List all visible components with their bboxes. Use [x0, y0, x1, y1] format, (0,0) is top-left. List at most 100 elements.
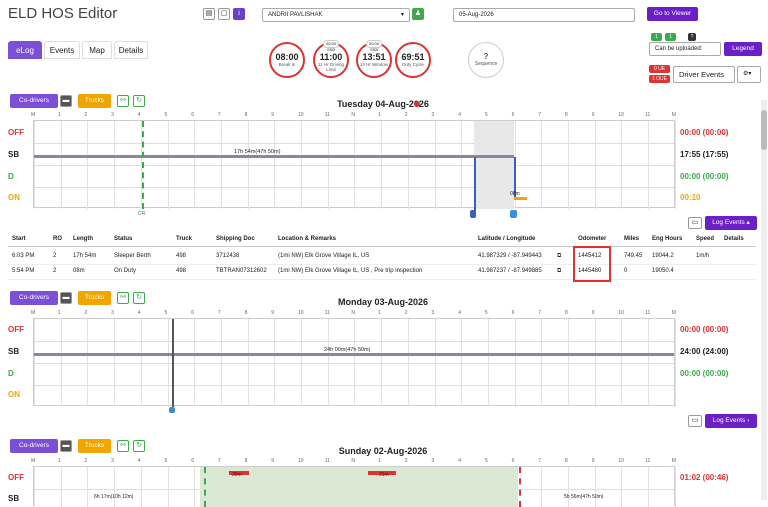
on-duration: 08m [510, 191, 520, 197]
total-d: 00:00 (00:00) [680, 172, 729, 181]
hour-label: 1 [57, 458, 61, 464]
scrollbar-track[interactable] [761, 100, 767, 500]
table-cell: 498 [176, 268, 187, 274]
hour-label: 4 [458, 112, 461, 118]
grid-row-line [34, 363, 674, 364]
go-to-viewer-button[interactable]: Go to Viewer [647, 7, 698, 21]
table-header: Eng Hours [652, 236, 683, 242]
scrollbar-thumb[interactable] [761, 110, 767, 150]
tab-elog[interactable]: eLog [8, 41, 42, 59]
codrivers-button[interactable]: Co-drivers [10, 94, 58, 108]
grid-tick [354, 121, 356, 209]
table-header: RO [53, 236, 62, 242]
hour-label: 8 [565, 458, 568, 464]
total-d: 00:00 (00:00) [680, 369, 729, 378]
window-gauge: 00:00 SSB 13:51 14 Hr Window [356, 40, 392, 78]
hour-label: N [351, 112, 356, 118]
driver-name: ANDRII PAVLISHAK [268, 12, 323, 18]
truck-icon[interactable]: ▬ [60, 440, 72, 452]
log-graph-3[interactable]: 30m 31m 6h 17m(10h 12m) 5h 56m(47h 50m) [33, 466, 676, 507]
hour-label: 10 [618, 310, 624, 316]
tab-details[interactable]: Details [114, 41, 148, 59]
hour-label: 3 [111, 310, 114, 316]
truck-icon[interactable]: ▬ [60, 95, 72, 107]
hour-label: 2 [84, 112, 88, 118]
driver-select[interactable]: ANDRII PAVLISHAK ▾ [262, 8, 410, 22]
driver-events-select[interactable]: Driver Events [673, 66, 735, 83]
car-icon[interactable]: ⚯ [117, 440, 129, 452]
dashed-line [519, 467, 521, 507]
grid-tick [301, 319, 302, 407]
refresh-icon[interactable]: ↻ [133, 95, 145, 107]
duty-cycle-gauge: 69:51 Duty Cycle [395, 42, 431, 78]
trucks-button[interactable]: Trucks [78, 439, 111, 453]
log-events-button[interactable]: Log Events ▴ [705, 216, 757, 230]
log-graph-1[interactable]: 17h 54m(47h 50m) 08m [33, 120, 676, 212]
truck-icon[interactable]: ▬ [60, 292, 72, 304]
car-icon[interactable]: ⚯ [117, 95, 129, 107]
table-cell: 17h 54m [73, 253, 97, 259]
trucks-button[interactable]: Trucks [78, 291, 111, 305]
date-input[interactable]: 05-Aug-2026 [453, 8, 635, 22]
handle-icon[interactable] [169, 407, 175, 413]
sb-duration: 17h 54m(47h 50m) [234, 149, 281, 155]
grid-tick [674, 121, 676, 209]
hour-label: 1 [378, 310, 381, 316]
marker-line [172, 319, 174, 407]
hour-label: 2 [84, 310, 88, 316]
day-title-2: Monday 03-Aug-2026 [337, 297, 429, 307]
grid-tick [461, 121, 463, 209]
user-icon[interactable]: ♟ [412, 8, 424, 20]
settings-gear-icon[interactable]: ⚙▾ [737, 66, 761, 83]
refresh-icon[interactable]: ↻ [133, 292, 145, 304]
document-icon[interactable]: ▤ [203, 8, 215, 20]
legend-button[interactable]: Legend [724, 42, 762, 56]
tab-events[interactable]: Events [44, 41, 80, 59]
hour-label: 11 [324, 458, 330, 464]
table-header: Start [12, 236, 26, 242]
log-graph-2[interactable]: 24h 00m(47h 50m) [33, 318, 676, 407]
on-duty-line [514, 197, 527, 200]
grid-tick [60, 467, 62, 507]
grid-tick [381, 121, 383, 209]
hour-label: 4 [137, 112, 141, 118]
sb-line [34, 155, 514, 158]
row-sb: SB [8, 347, 20, 356]
grid-tick [354, 319, 356, 407]
row-off: OFF [8, 325, 24, 334]
break-gauge: 08:00 Break In [269, 42, 305, 78]
handle-icon[interactable] [510, 210, 517, 218]
hour-label: 2 [404, 458, 408, 464]
hour-label: 9 [271, 112, 275, 118]
hour-label: 7 [217, 458, 221, 464]
trucks-button[interactable]: Trucks [78, 94, 111, 108]
car-icon[interactable]: ⚯ [117, 292, 129, 304]
copy-icon[interactable]: ⧉ [557, 268, 562, 274]
page-icon[interactable]: ▢ [218, 8, 230, 20]
codrivers-button[interactable]: Co-drivers [10, 439, 58, 453]
comment-icon[interactable]: ▭ [688, 415, 702, 427]
grid-tick [541, 121, 543, 209]
handle-icon[interactable] [470, 210, 476, 218]
info-icon[interactable]: i [233, 8, 245, 20]
grid-tick [407, 319, 409, 407]
refresh-icon[interactable]: ↻ [133, 440, 145, 452]
tab-map[interactable]: Map [82, 41, 112, 59]
table-header: Length [73, 236, 93, 242]
table-header: Shipping Doc [216, 236, 255, 242]
hour-label: 9 [591, 458, 595, 464]
codrivers-button[interactable]: Co-drivers [10, 291, 58, 305]
ue-badge: 0 UE [649, 65, 670, 73]
sequence-button[interactable]: ? Sequence [468, 42, 504, 78]
copy-icon[interactable]: ⧉ [557, 253, 562, 259]
table-header: Latitude / Longitude [478, 236, 536, 242]
hour-label: M [31, 310, 36, 316]
hour-label: M [31, 458, 36, 464]
table-cell: 3712438 [216, 253, 240, 259]
log-events-button[interactable]: Log Events › [705, 414, 757, 428]
upload-select[interactable]: Can be uploaded: [649, 42, 721, 56]
grid-tick [247, 121, 249, 209]
grid-tick [568, 319, 569, 407]
comment-icon[interactable]: ▭ [688, 217, 702, 229]
hour-label: N [351, 310, 356, 316]
